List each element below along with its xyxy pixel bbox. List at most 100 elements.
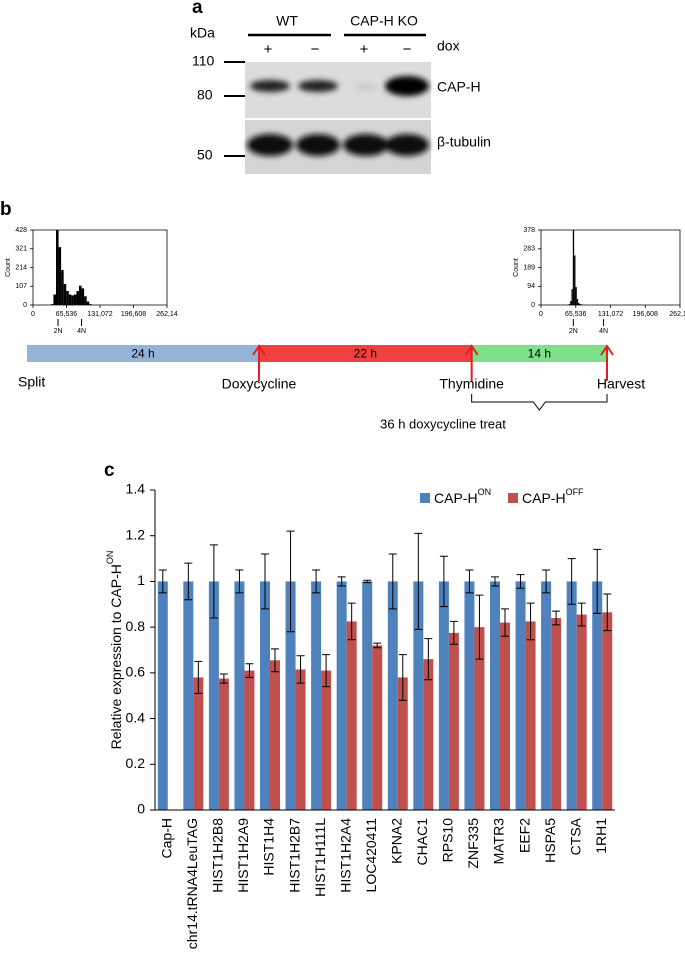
error-bar [398,654,407,701]
axis [154,490,615,811]
timeline-segment [259,345,472,362]
x-tick-label: HSPA5 [542,818,558,863]
histogram-bar [89,304,92,305]
histogram-bar [571,289,573,305]
x-tick-label: KPNA2 [388,818,404,864]
histogram-bar [79,285,82,305]
histogram-bar [53,294,57,305]
y-tick-label: 0 [137,801,145,817]
error-bar [158,569,167,594]
bar [525,621,536,810]
y-tick-label: 0 [531,302,535,309]
bar [336,581,347,810]
x-tick-label: 262,14 [156,311,178,318]
bar [474,627,485,810]
error-bar [449,620,458,645]
histogram-bar [66,290,69,305]
x-tick-label: HIST1H111L [312,818,328,897]
segment-label: 24 h [131,347,154,361]
error-bar [194,660,203,694]
bar [372,645,383,810]
y-tick-label: 428 [15,227,27,234]
annotation: 4N [599,328,608,335]
group-label: CAP-H KO [350,13,418,29]
histogram-bar [73,294,77,305]
y-axis-label: Count [5,258,12,277]
histogram-bar [81,288,85,305]
unit-label: kDa [190,25,215,41]
timeline-segment [471,345,607,362]
error-bar [501,608,509,637]
annotation: 2N [569,328,578,335]
bar [270,660,280,810]
error-bar [542,569,551,594]
error-bar [373,642,382,649]
timeline-segment [27,345,259,362]
y-tick-label: 107 [15,283,27,290]
axis [32,229,168,306]
x-tick-label: RPS10 [440,818,456,863]
legend-sup: ON [478,487,492,497]
bar [413,581,424,810]
y-axis-label-sup: ON [105,551,115,565]
bar [423,659,434,810]
x-tick-label: CHAC1 [414,818,430,866]
bar [566,581,577,810]
x-tick-label: 1RH1 [593,818,609,854]
bar [438,581,449,810]
y-tick-label: 1.4 [126,481,146,497]
event-arrow [464,344,479,381]
x-tick-label: 262,14 [669,311,685,318]
bar [244,670,255,810]
y-tick-label: 0.2 [126,755,146,771]
marker-label: 110 [192,53,215,69]
error-bar [567,558,576,605]
error-bar [516,574,525,589]
legend-sup: OFF [566,487,584,497]
histogram-bar [56,230,59,305]
error-bar [347,602,356,641]
error-bar [465,569,474,594]
error-bar [209,544,218,619]
bar [551,618,562,810]
histogram-bar [86,301,90,305]
y-tick-label: 283 [523,246,535,253]
error-bar [296,655,305,684]
error-bar [424,638,433,681]
error-bar [491,576,499,587]
histogram-bar [578,303,580,305]
event-arrow [600,344,614,381]
bar [285,581,296,810]
x-tick-label: 0 [539,311,543,318]
error-bar [184,562,193,601]
y-tick-label: 321 [15,246,27,253]
bar [541,581,552,810]
event-label: Harvest [597,376,645,392]
y-tick-label: 378 [523,227,535,234]
y-axis-label: Relative expression to CAP-HON [105,551,123,750]
y-tick-label: 0.4 [126,709,146,725]
bar [321,670,332,810]
histogram-bar [579,304,581,305]
error-bar [603,593,612,632]
bar [311,581,322,810]
bar [218,678,229,810]
error-bar [337,576,346,587]
x-tick-label: 196,608 [121,311,146,318]
event-arrow [252,344,266,381]
legend-swatch [508,493,518,503]
bar [448,632,459,810]
event-label: Split [18,374,45,390]
error-bar [388,553,397,610]
x-tick-label: 0 [31,311,35,318]
x-tick-label: ZNF335 [465,818,481,869]
bar [208,581,219,810]
band-label: β-tubulin [437,134,491,150]
x-tick-label: HIST1H2A9 [235,818,251,893]
histogram-bar [58,247,62,305]
segment-label: 22 h [354,347,377,361]
legend-name: CAP-H [522,490,566,506]
histogram-bar [61,269,64,305]
bar [500,622,510,810]
